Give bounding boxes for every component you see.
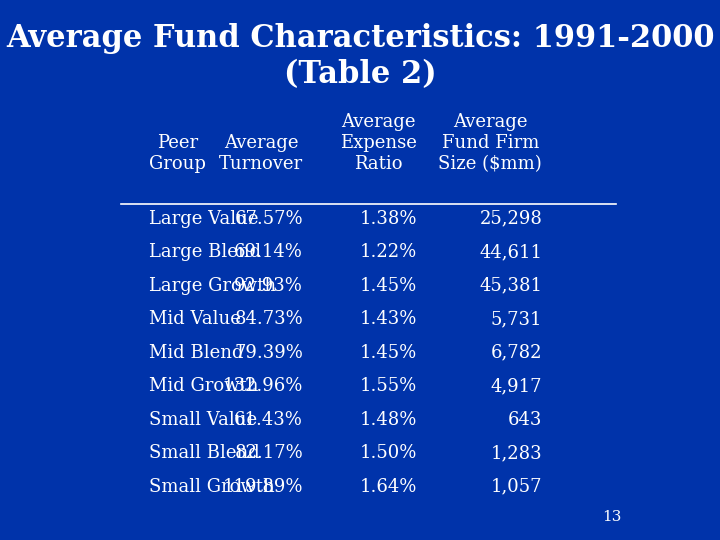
- Text: 13: 13: [603, 510, 622, 524]
- Text: 132.96%: 132.96%: [222, 377, 303, 395]
- Text: 1,283: 1,283: [490, 444, 542, 462]
- Text: 44,611: 44,611: [480, 243, 542, 261]
- Text: 1.48%: 1.48%: [359, 410, 417, 429]
- Text: Large Blend: Large Blend: [149, 243, 261, 261]
- Text: Mid Growth: Mid Growth: [149, 377, 258, 395]
- Text: 4,917: 4,917: [491, 377, 542, 395]
- Text: 643: 643: [508, 410, 542, 429]
- Text: Peer
Group: Peer Group: [149, 134, 206, 173]
- Text: Average
Expense
Ratio: Average Expense Ratio: [340, 113, 417, 173]
- Text: Small Blend: Small Blend: [149, 444, 260, 462]
- Text: Mid Value: Mid Value: [149, 310, 241, 328]
- Text: 1.45%: 1.45%: [360, 276, 417, 295]
- Text: 1.50%: 1.50%: [359, 444, 417, 462]
- Text: 1.55%: 1.55%: [360, 377, 417, 395]
- Text: Small Value: Small Value: [149, 410, 258, 429]
- Text: 67.57%: 67.57%: [235, 210, 303, 228]
- Text: 1,057: 1,057: [491, 477, 542, 496]
- Text: 5,731: 5,731: [491, 310, 542, 328]
- Text: 69.14%: 69.14%: [234, 243, 303, 261]
- Text: 82.17%: 82.17%: [234, 444, 303, 462]
- Text: 1.64%: 1.64%: [359, 477, 417, 496]
- Text: 25,298: 25,298: [480, 210, 542, 228]
- Text: Large Value: Large Value: [149, 210, 258, 228]
- Text: Average
Fund Firm
Size ($mm): Average Fund Firm Size ($mm): [438, 113, 542, 173]
- Text: Average
Turnover: Average Turnover: [219, 134, 303, 173]
- Text: 1.22%: 1.22%: [360, 243, 417, 261]
- Text: 61.43%: 61.43%: [234, 410, 303, 429]
- Text: 79.39%: 79.39%: [234, 343, 303, 362]
- Text: 1.45%: 1.45%: [360, 343, 417, 362]
- Text: 1.38%: 1.38%: [359, 210, 417, 228]
- Text: 1.43%: 1.43%: [359, 310, 417, 328]
- Text: 6,782: 6,782: [491, 343, 542, 362]
- Text: Average Fund Characteristics: 1991-2000
(Table 2): Average Fund Characteristics: 1991-2000 …: [6, 23, 714, 90]
- Text: 84.73%: 84.73%: [234, 310, 303, 328]
- Text: 45,381: 45,381: [480, 276, 542, 295]
- Text: Mid Blend: Mid Blend: [149, 343, 244, 362]
- Text: 119.89%: 119.89%: [222, 477, 303, 496]
- Text: Large Growth: Large Growth: [149, 276, 276, 295]
- Text: 92.93%: 92.93%: [234, 276, 303, 295]
- Text: Small Growth: Small Growth: [149, 477, 275, 496]
